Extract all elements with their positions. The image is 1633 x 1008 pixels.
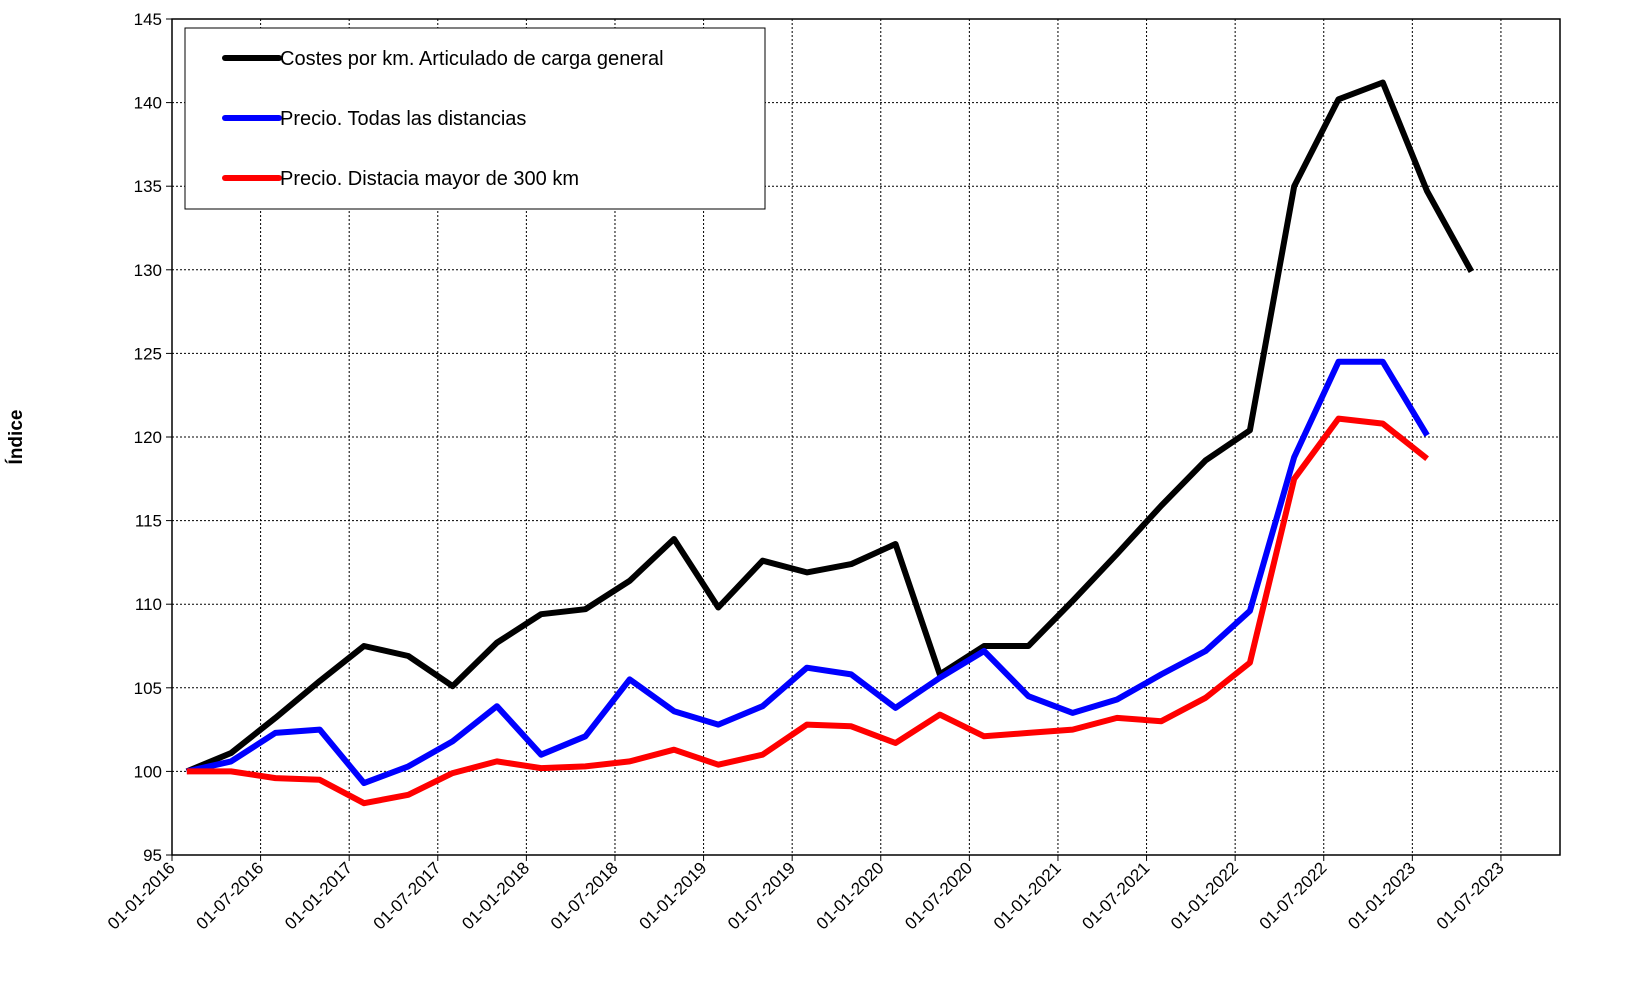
x-tick-label: 01-07-2023: [1433, 858, 1508, 933]
y-tick-label: 135: [134, 177, 162, 196]
series-line: [185, 79, 1475, 775]
x-tick-label: 01-01-2016: [104, 858, 179, 933]
x-tick-label: 01-01-2017: [281, 858, 356, 933]
legend-label: Precio. Todas las distancias: [280, 108, 526, 130]
y-tick-label: 115: [135, 512, 162, 531]
x-tick-label: 01-01-2019: [635, 858, 710, 933]
plot-frame: [171, 18, 1561, 856]
legend-label: Costes por km. Articulado de carga gener…: [280, 48, 664, 70]
x-tick-label: 01-07-2016: [192, 858, 267, 933]
y-tick-label: 105: [134, 679, 162, 698]
y-tick-label: 110: [135, 595, 162, 614]
x-tick-label: 01-01-2023: [1344, 858, 1419, 933]
y-tick-label: 95: [143, 846, 162, 865]
x-tick-label: 01-01-2021: [990, 858, 1065, 933]
y-tick-label: 125: [134, 344, 162, 363]
legend-label: Precio. Distacia mayor de 300 km: [280, 168, 579, 190]
y-tick-label: 140: [134, 94, 162, 113]
series-line: [186, 358, 1430, 787]
x-tick-label: 01-07-2022: [1256, 858, 1331, 933]
x-tick-label: 01-07-2017: [370, 858, 445, 933]
x-tick-label: 01-07-2021: [1078, 858, 1153, 933]
x-tick-label: 01-07-2019: [724, 858, 799, 933]
series-line: [186, 415, 1429, 807]
x-tick-label: 01-01-2022: [1167, 858, 1242, 933]
x-tick-label: 01-07-2018: [547, 858, 622, 933]
y-tick-label: 100: [134, 762, 162, 781]
y-tick-label: 130: [134, 261, 162, 280]
x-tick-label: 01-01-2020: [813, 858, 888, 933]
y-tick-label: 120: [134, 428, 162, 447]
x-tick-label: 01-07-2020: [901, 858, 976, 933]
y-axis-label: Índice: [5, 410, 27, 465]
x-tick-label: 01-01-2018: [458, 858, 533, 933]
y-tick-label: 145: [134, 10, 162, 29]
